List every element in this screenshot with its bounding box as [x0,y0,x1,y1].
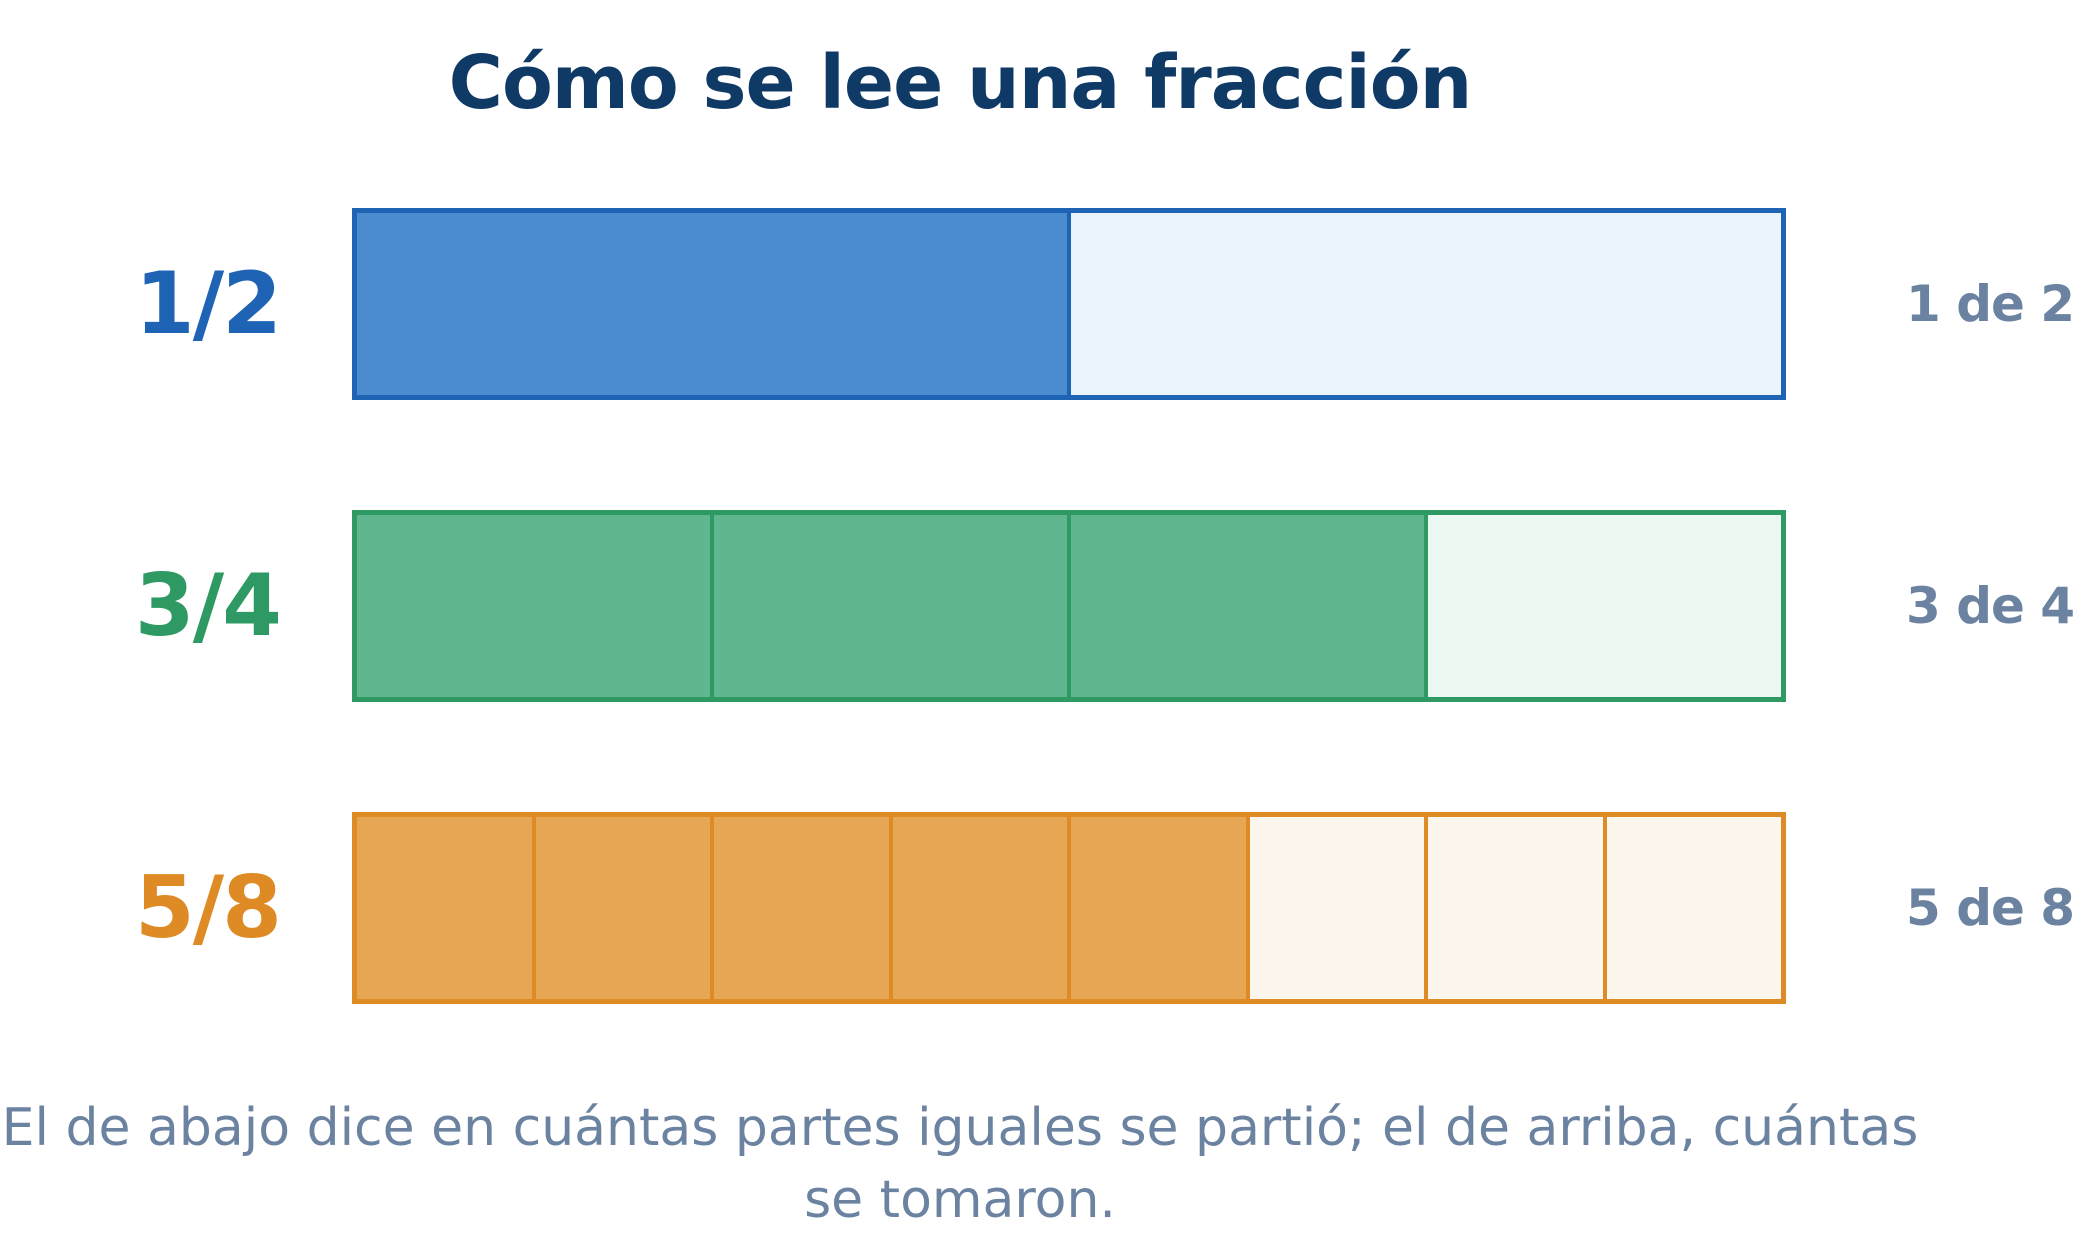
bar-part-taken [710,817,889,999]
fraction-bar [352,510,1786,702]
fraction-reading: 1 de 2 [1906,275,2075,333]
fraction-reading: 5 de 8 [1906,879,2075,937]
fraction-reading: 3 de 4 [1906,577,2075,635]
bar-part-taken [357,817,532,999]
bar-part-taken [710,515,1067,697]
fraction-bar [352,208,1786,400]
fraction-row-five-eighths: 5/8 5 de 8 [0,808,2100,1008]
bar-part-taken [1067,817,1246,999]
bar-part-empty [1602,817,1781,999]
fraction-row-three-quarters: 3/4 3 de 4 [0,506,2100,706]
bar-part-taken [888,817,1067,999]
fraction-label: 3/4 [134,556,282,656]
bar-part-empty [1424,515,1781,697]
bar-part-taken [357,515,710,697]
fraction-bar [352,812,1786,1004]
fraction-label: 5/8 [134,858,282,958]
bar-part-taken [531,817,710,999]
fraction-label: 1/2 [134,254,282,354]
fraction-row-half: 1/2 1 de 2 [0,204,2100,404]
bar-part-taken [1067,515,1424,697]
bar-part-taken [357,213,1067,395]
bar-part-empty [1424,817,1603,999]
bar-part-empty [1067,213,1781,395]
diagram-title: Cómo se lee una fracción [448,40,1473,126]
explanation-caption: El de abajo dice en cuántas partes igual… [1,1098,1919,1230]
bar-part-empty [1245,817,1424,999]
